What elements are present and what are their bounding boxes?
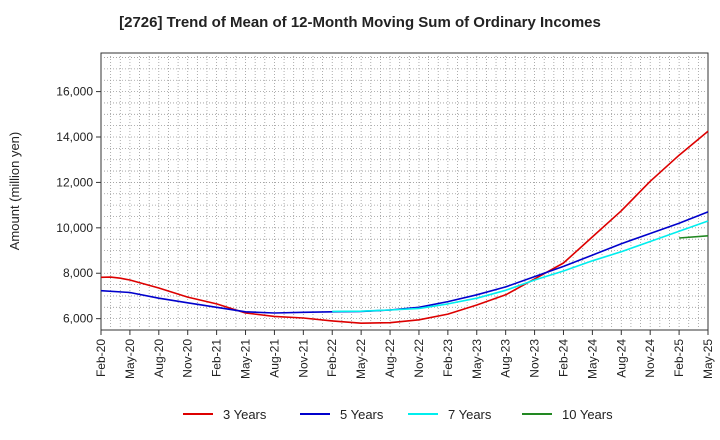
x-tick-label: Nov-22 <box>412 339 426 378</box>
plot-area <box>100 52 709 331</box>
x-tick-label: May-25 <box>701 339 715 379</box>
y-tick-label: 12,000 <box>56 175 93 189</box>
x-tick-label: May-24 <box>585 339 599 379</box>
y-tick-label: 8,000 <box>63 266 93 280</box>
x-tick-label: Feb-22 <box>325 339 339 377</box>
legend: 3 Years 5 Years 7 Years 10 Years <box>183 407 613 422</box>
series-line <box>332 220 709 313</box>
x-tick-label: Feb-20 <box>94 339 108 377</box>
x-tick-label: May-22 <box>354 339 368 379</box>
grid-lines <box>101 53 708 330</box>
x-tick-label: Nov-24 <box>643 339 657 378</box>
x-tick-label: May-20 <box>123 339 137 379</box>
chart-title: [2726] Trend of Mean of 12-Month Moving … <box>119 14 601 31</box>
y-tick-label: 16,000 <box>56 85 93 99</box>
x-tick-label: Feb-24 <box>556 339 570 377</box>
legend-label: 5 Years <box>340 407 384 422</box>
legend-label: 7 Years <box>448 407 492 422</box>
x-tick-label: Feb-25 <box>672 339 686 377</box>
series-line <box>679 235 709 239</box>
series-line <box>100 130 709 325</box>
x-tick-label: Aug-24 <box>614 339 628 378</box>
x-tick-label: May-23 <box>470 339 484 379</box>
x-tick-label: Aug-23 <box>499 339 513 378</box>
y-tick-label: 14,000 <box>56 130 93 144</box>
legend-label: 10 Years <box>562 407 613 422</box>
y-tick-label: 10,000 <box>56 221 93 235</box>
x-tick-label: Aug-22 <box>383 339 397 378</box>
x-tick-label: Nov-20 <box>181 339 195 378</box>
x-tick-label: Aug-20 <box>152 339 166 378</box>
x-tick-label: Feb-21 <box>210 339 224 377</box>
x-tick-label: Feb-23 <box>441 339 455 377</box>
x-tick-label: Aug-21 <box>267 339 281 378</box>
x-tick-label: Nov-23 <box>528 339 542 378</box>
series-lines <box>100 130 709 325</box>
x-tick-label: May-21 <box>239 339 253 379</box>
x-tick-label: Nov-21 <box>296 339 310 378</box>
y-tick-label: 6,000 <box>63 312 93 326</box>
y-axis-label: Amount (million yen) <box>7 132 22 251</box>
legend-label: 3 Years <box>223 407 267 422</box>
axes: 6,000 8,000 10,000 12,000 14,000 16,000 Feb-20… <box>56 85 715 379</box>
